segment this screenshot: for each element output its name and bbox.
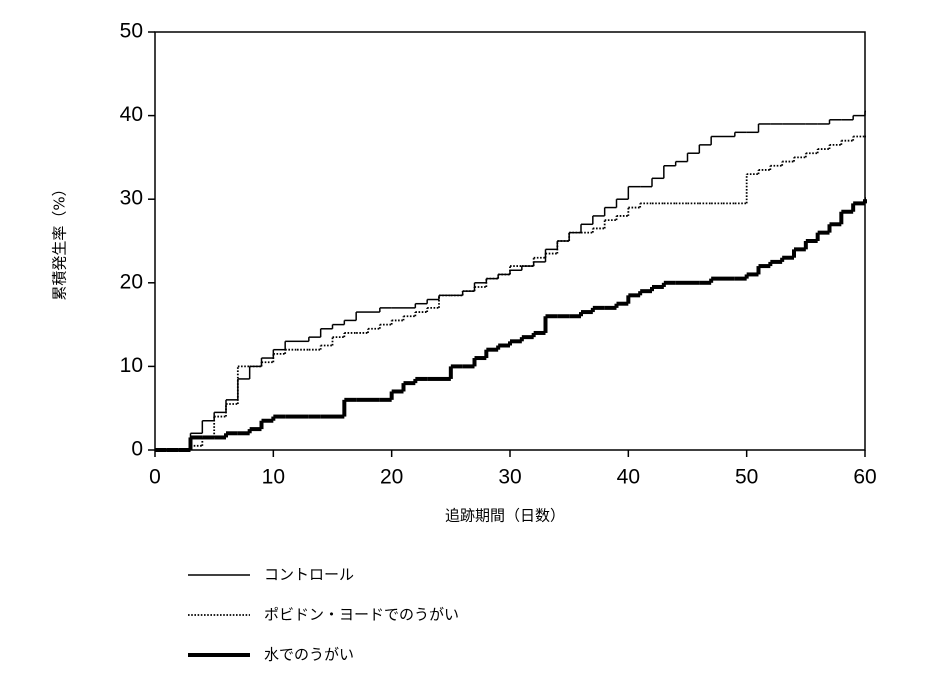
- y-tick-label: 40: [120, 103, 143, 126]
- x-tick-label: 50: [735, 466, 758, 489]
- x-tick-label: 0: [149, 466, 161, 489]
- legend-label: 水でのうがい: [264, 646, 354, 664]
- y-tick-label: 30: [120, 187, 143, 210]
- y-tick-label: 10: [120, 354, 143, 377]
- y-tick-label: 0: [131, 438, 143, 461]
- legend-label: コントロール: [264, 566, 354, 584]
- x-tick-label: 20: [380, 466, 403, 489]
- x-axis-label: 追跡期間（日数）: [445, 507, 565, 525]
- plot-frame: [154, 31, 866, 451]
- x-tick-label: 40: [617, 466, 640, 489]
- y-tick-label: 20: [120, 270, 143, 293]
- legend-label: ポビドン・ヨードでのうがい: [264, 606, 459, 624]
- x-tick-label: 10: [262, 466, 285, 489]
- y-axis-label: 累積発生率（%）: [51, 181, 69, 300]
- x-tick-label: 60: [853, 466, 876, 489]
- x-tick-label: 30: [498, 466, 521, 489]
- y-tick-label: 50: [120, 20, 143, 43]
